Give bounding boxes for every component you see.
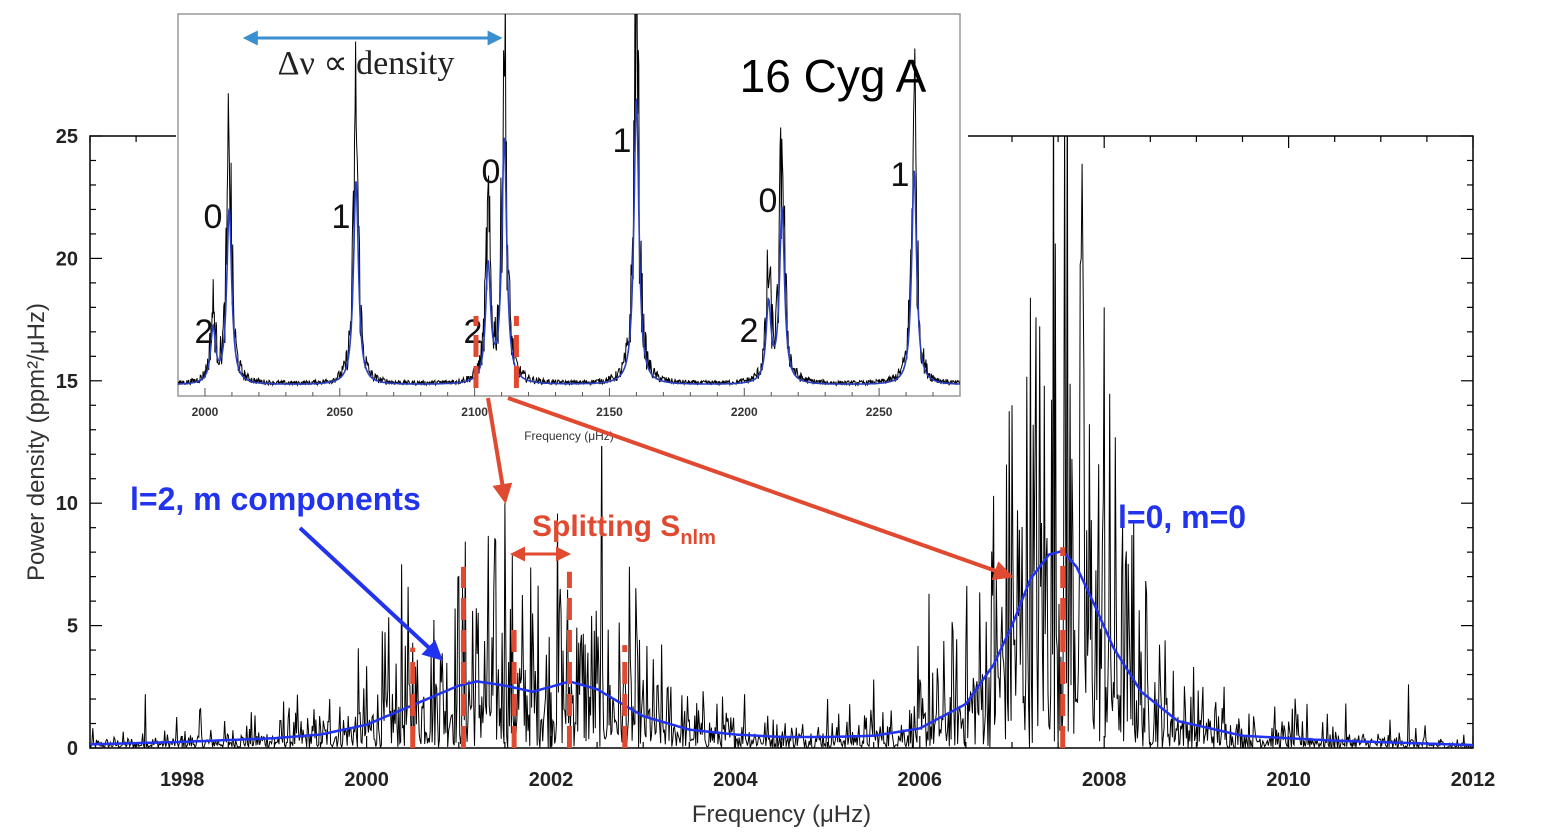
x-tick-label: 2010	[1266, 769, 1311, 791]
y-tick-label: 20	[56, 248, 78, 270]
zoom-arrow-l2	[486, 397, 513, 504]
inset-x-axis-label: Frequency (μHz)	[524, 429, 614, 443]
mode-degree-label: 1	[613, 122, 632, 160]
annotation-layer: Splitting Snlm l=2, m components l=0, m=0	[130, 396, 1246, 661]
x-tick-label: 2006	[898, 769, 943, 791]
x-tick-label: 2004	[713, 769, 758, 791]
inset-x-tick-label: 2150	[596, 405, 623, 419]
x-tick-label: 1998	[160, 769, 205, 791]
delta-nu-label: Δν ∝ density	[278, 45, 455, 82]
y-tick-label: 15	[56, 371, 78, 393]
l2-components-label: l=2, m components	[130, 481, 421, 517]
power-spectrum-series	[90, 136, 1473, 748]
x-tick-label: 2008	[1082, 769, 1127, 791]
inset-x-tick-label: 2000	[192, 405, 219, 419]
inset-x-tick-label: 2250	[866, 405, 893, 419]
y-tick-label: 25	[56, 126, 78, 148]
splitting-label-subscript: nlm	[680, 527, 716, 549]
y-axis-label: Power density (ppm²/μHz)	[23, 303, 50, 581]
mode-degree-label: 2	[740, 312, 759, 350]
mode-degree-label: 0	[482, 153, 501, 191]
x-tick-label: 2002	[529, 769, 574, 791]
x-tick-label: 2000	[344, 769, 389, 791]
mode-degree-label: 1	[332, 198, 351, 236]
inset-x-tick-label: 2200	[731, 405, 758, 419]
splitting-label: Splitting Snlm	[532, 510, 716, 549]
inset-title: 16 Cyg A	[740, 50, 927, 102]
inset-plot-frame	[177, 13, 961, 397]
y-tick-label: 5	[67, 616, 78, 638]
inset-background	[176, 12, 968, 446]
mode-degree-label: 0	[204, 198, 223, 236]
y-tick-label: 10	[56, 493, 78, 515]
mode-degree-label: 1	[891, 156, 910, 194]
mode-degree-label: 2	[464, 313, 483, 351]
x-tick-label: 2012	[1451, 769, 1496, 791]
x-axis-label: Frequency (μHz)	[692, 801, 871, 828]
inset-x-tick-label: 2050	[326, 405, 353, 419]
lorentzian-fit-series	[90, 549, 1473, 747]
l2-pointer-arrow	[298, 526, 443, 661]
main-spectrum-panel: 1998 2000 2002 2004 2006 2008 2010 201205101520…	[23, 126, 1496, 828]
inset-x-tick-label: 2100	[461, 405, 488, 419]
y-tick-label: 0	[67, 738, 78, 760]
l0-mode-label: l=0, m=0	[1118, 499, 1246, 535]
mode-degree-label: 0	[759, 182, 778, 220]
zoom-arrow-l0	[507, 396, 1014, 581]
splitting-label-main: Splitting S	[532, 510, 680, 543]
inset-fit-series	[178, 98, 960, 385]
mode-degree-label: 2	[195, 313, 214, 351]
